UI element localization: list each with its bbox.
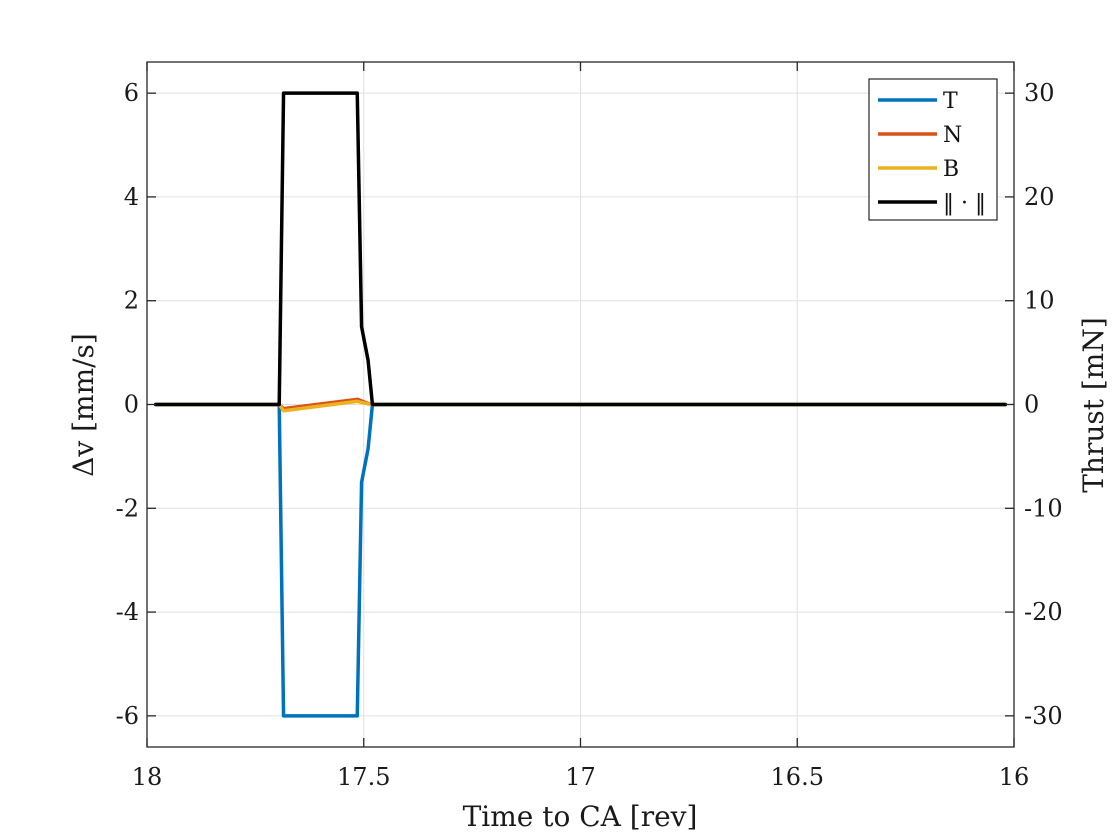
legend: TNB ‖ · ‖ — [868, 78, 998, 221]
legend-label-0: T — [943, 89, 958, 114]
x-tick-label: 17 — [565, 763, 596, 791]
left-y-tick-label: -4 — [116, 598, 139, 626]
left-y-tick-label: 6 — [124, 79, 139, 107]
ticks — [146, 62, 1015, 747]
left-y-tick-label: -6 — [116, 702, 139, 730]
series-line-3 — [153, 91, 1008, 407]
right-y-tick-label: 30 — [1024, 79, 1055, 107]
legend-label-2: B — [943, 157, 959, 182]
right-y-tick-label: 0 — [1024, 391, 1039, 419]
legend-label-3: ‖ · ‖ — [943, 191, 986, 216]
left-y-tick-label: 2 — [124, 287, 139, 315]
left-y-axis-title: Δv [mm/s] — [67, 333, 100, 477]
right-y-axis-title: Thrust [mN] — [1077, 317, 1110, 493]
legend-label-1: N — [943, 123, 962, 148]
right-y-tick-label: 10 — [1024, 287, 1055, 315]
x-tick-label: 16.5 — [771, 763, 824, 791]
series-layer — [153, 91, 1008, 718]
left-y-tick-label: 0 — [124, 391, 139, 419]
x-axis-title: Time to CA [rev] — [463, 800, 698, 833]
left-y-tick-label: -2 — [116, 494, 139, 522]
x-tick-label: 18 — [132, 763, 163, 791]
series-line-0 — [153, 402, 1008, 718]
right-y-tick-label: -30 — [1024, 702, 1063, 730]
right-y-tick-label: -10 — [1024, 494, 1063, 522]
x-tick-label: 16 — [999, 763, 1030, 791]
legend-box — [868, 78, 998, 221]
right-y-tick-label: 20 — [1024, 183, 1055, 211]
right-y-tick-label: -20 — [1024, 598, 1063, 626]
left-y-tick-label: 4 — [124, 183, 139, 211]
x-tick-label: 17.5 — [337, 763, 390, 791]
